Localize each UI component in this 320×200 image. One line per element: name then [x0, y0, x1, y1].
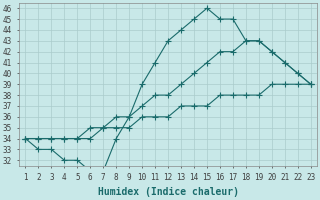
X-axis label: Humidex (Indice chaleur): Humidex (Indice chaleur)	[98, 187, 239, 197]
